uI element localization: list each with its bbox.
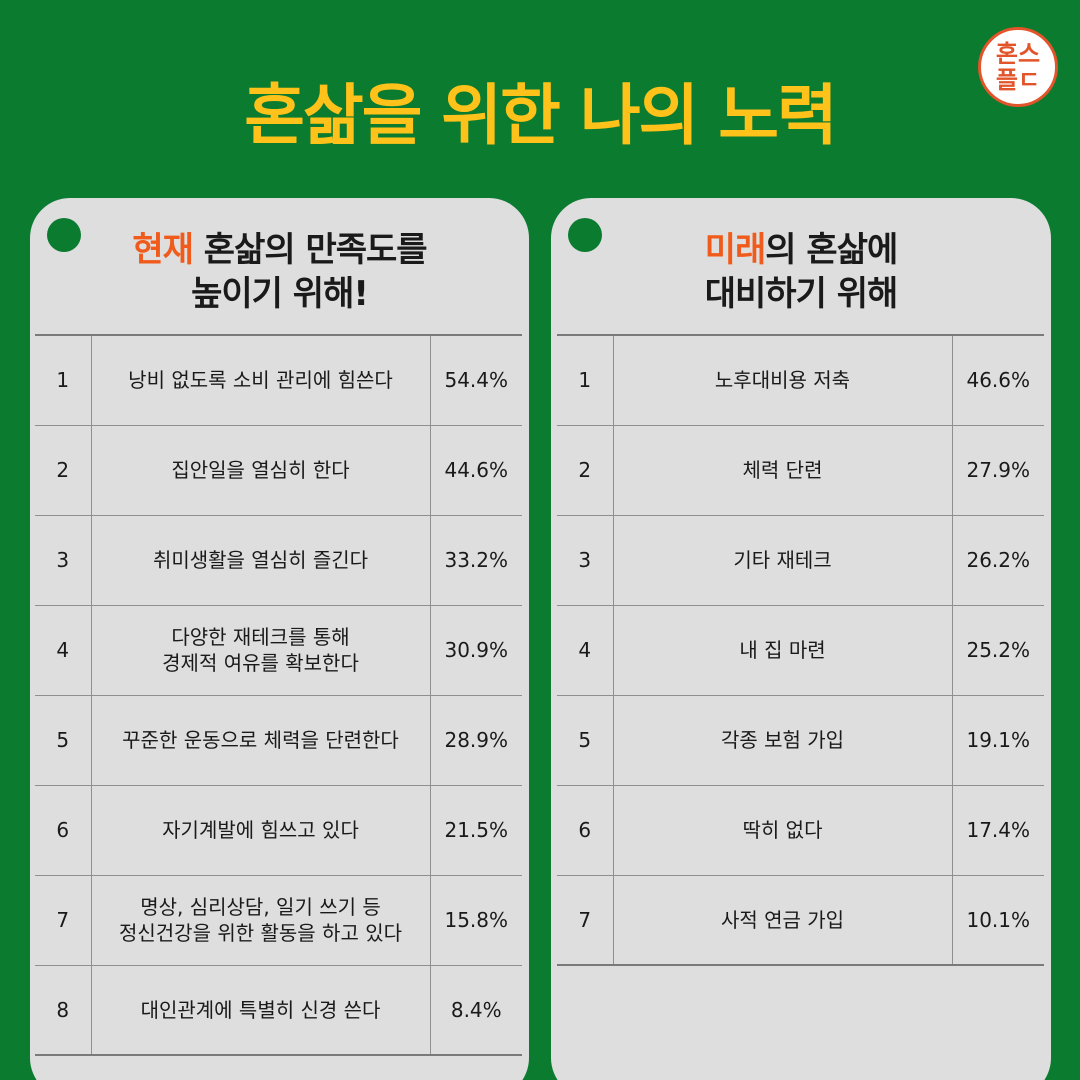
current-satisfaction-panel: 현재 혼삶의 만족도를 높이기 위해! 1 낭비 없도록 소비 관리에 힘쓴다 54… — [30, 198, 529, 1080]
table-row: 2 체력 단련 27.9% — [557, 424, 1044, 515]
item-text: 취미생활을 열심히 즐긴다 — [152, 548, 369, 572]
table-row: 3 취미생활을 열심히 즐긴다 33.2% — [35, 514, 522, 605]
rank-cell: 5 — [35, 694, 92, 785]
rank-cell: 6 — [35, 784, 92, 875]
item-text: 딱히 없다 — [742, 818, 823, 842]
rank-cell: 6 — [557, 784, 614, 875]
percent-cell: 10.1% — [951, 874, 1044, 966]
table-row: 2 집안일을 열심히 한다 44.6% — [35, 424, 522, 515]
item-text: 대인관계에 특별히 신경 쓴다 — [140, 997, 381, 1022]
logo-line-2: 플ㄷ — [995, 66, 1041, 94]
rank-cell: 4 — [557, 604, 614, 695]
table-row: 6 자기계발에 힘쓰고 있다 21.5% — [35, 784, 522, 875]
percent-cell: 27.9% — [951, 424, 1044, 515]
title-highlight: 미래 — [704, 230, 767, 270]
item-text: 노후대비용 저축 — [714, 368, 851, 393]
item-text-line-2: 정신건강을 위한 활동을 하고 있다 — [118, 921, 403, 945]
rank-cell: 1 — [557, 334, 614, 425]
title-highlight: 현재 — [132, 230, 194, 270]
brand-logo: 혼스 플ㄷ — [978, 27, 1058, 107]
table-row: 1 노후대비용 저축 46.6% — [557, 334, 1044, 425]
item-text: 꾸준한 운동으로 체력을 단련한다 — [122, 728, 399, 752]
item-cell: 명상, 심리상담, 일기 쓰기 등 정신건강을 위한 활동을 하고 있다 — [91, 874, 430, 965]
item-text: 내 집 마련 — [739, 638, 826, 662]
table-row: 1 낭비 없도록 소비 관리에 힘쓴다 54.4% — [35, 334, 522, 425]
item-cell: 각종 보험 가입 — [613, 694, 952, 785]
future-effort-table: 1 노후대비용 저축 46.6% 2 체력 단련 27.9% 3 기타 재테크 26.2% 4 내 … — [557, 334, 1044, 966]
item-cell: 노후대비용 저축 — [613, 334, 952, 425]
table-row: 3 기타 재테크 26.2% — [557, 514, 1044, 605]
item-text: 다양한 재테크를 통해 — [171, 625, 350, 649]
table-row: 7 명상, 심리상담, 일기 쓰기 등 정신건강을 위한 활동을 하고 있다 15.8… — [35, 874, 522, 965]
percent-cell: 25.2% — [951, 604, 1044, 695]
percent-cell: 8.4% — [429, 964, 522, 1056]
title-text: 혼삶의 만족도를 — [192, 230, 428, 270]
percent-cell: 46.6% — [951, 334, 1044, 425]
rank-cell: 8 — [35, 964, 92, 1056]
table-row: 4 다양한 재테크를 통해 경제적 여유를 확보한다 30.9% — [35, 604, 522, 695]
item-cell: 기타 재테크 — [613, 514, 952, 605]
page-title: 혼삶을 위한 나의 노력 — [244, 77, 837, 154]
item-cell: 취미생활을 열심히 즐긴다 — [91, 514, 430, 605]
future-preparation-panel: 미래의 혼삶에 대비하기 위해 1 노후대비용 저축 46.6% 2 체력 단련 27.9… — [551, 198, 1051, 1080]
title-text-line-2: 높이기 위해! — [191, 274, 369, 314]
item-cell: 낭비 없도록 소비 관리에 힘쓴다 — [91, 334, 430, 425]
item-cell: 꾸준한 운동으로 체력을 단련한다 — [91, 694, 430, 785]
item-text: 집안일을 열심히 한다 — [171, 458, 350, 482]
logo-line-1: 혼스 — [995, 40, 1041, 68]
rank-cell: 4 — [35, 604, 92, 695]
item-text: 체력 단련 — [742, 458, 823, 482]
item-text: 낭비 없도록 소비 관리에 힘쓴다 — [128, 368, 393, 393]
item-text: 사적 연금 가입 — [720, 907, 845, 932]
percent-cell: 21.5% — [429, 784, 522, 875]
item-cell: 딱히 없다 — [613, 784, 952, 875]
item-text: 명상, 심리상담, 일기 쓰기 등 — [140, 895, 381, 919]
percent-cell: 54.4% — [429, 334, 522, 425]
table-row: 7 사적 연금 가입 10.1% — [557, 874, 1044, 966]
item-cell: 내 집 마련 — [613, 604, 952, 695]
item-cell: 자기계발에 힘쓰고 있다 — [91, 784, 430, 875]
rank-cell: 7 — [35, 874, 92, 965]
item-cell: 대인관계에 특별히 신경 쓴다 — [91, 964, 430, 1056]
title-text: 의 혼삶에 — [765, 230, 898, 270]
panel-dot-icon — [47, 218, 81, 252]
percent-cell: 44.6% — [429, 424, 522, 515]
percent-cell: 33.2% — [429, 514, 522, 605]
panel-title: 현재 혼삶의 만족도를 높이기 위해! — [30, 228, 529, 316]
percent-cell: 17.4% — [951, 784, 1044, 875]
table-row: 4 내 집 마련 25.2% — [557, 604, 1044, 695]
item-text: 자기계발에 힘쓰고 있다 — [162, 818, 359, 842]
title-text-line-2: 대비하기 위해 — [704, 274, 899, 314]
table-row: 5 꾸준한 운동으로 체력을 단련한다 28.9% — [35, 694, 522, 785]
percent-cell: 26.2% — [951, 514, 1044, 605]
item-text: 각종 보험 가입 — [720, 728, 845, 752]
rank-cell: 3 — [35, 514, 92, 605]
table-row: 8 대인관계에 특별히 신경 쓴다 8.4% — [35, 964, 522, 1056]
percent-cell: 30.9% — [429, 604, 522, 695]
item-cell: 다양한 재테크를 통해 경제적 여유를 확보한다 — [91, 604, 430, 695]
item-cell: 사적 연금 가입 — [613, 874, 952, 966]
percent-cell: 15.8% — [429, 874, 522, 965]
panel-title: 미래의 혼삶에 대비하기 위해 — [551, 228, 1051, 316]
percent-cell: 28.9% — [429, 694, 522, 785]
rank-cell: 2 — [35, 424, 92, 515]
current-effort-table: 1 낭비 없도록 소비 관리에 힘쓴다 54.4% 2 집안일을 열심히 한다 44.6%… — [35, 334, 522, 1056]
panel-dot-icon — [568, 218, 602, 252]
rank-cell: 5 — [557, 694, 614, 785]
item-text: 기타 재테크 — [733, 548, 832, 572]
rank-cell: 7 — [557, 874, 614, 966]
percent-cell: 19.1% — [951, 694, 1044, 785]
rank-cell: 1 — [35, 334, 92, 425]
rank-cell: 3 — [557, 514, 614, 605]
item-text-line-2: 경제적 여유를 확보한다 — [162, 651, 359, 675]
item-cell: 집안일을 열심히 한다 — [91, 424, 430, 515]
table-row: 5 각종 보험 가입 19.1% — [557, 694, 1044, 785]
rank-cell: 2 — [557, 424, 614, 515]
item-cell: 체력 단련 — [613, 424, 952, 515]
table-row: 6 딱히 없다 17.4% — [557, 784, 1044, 875]
